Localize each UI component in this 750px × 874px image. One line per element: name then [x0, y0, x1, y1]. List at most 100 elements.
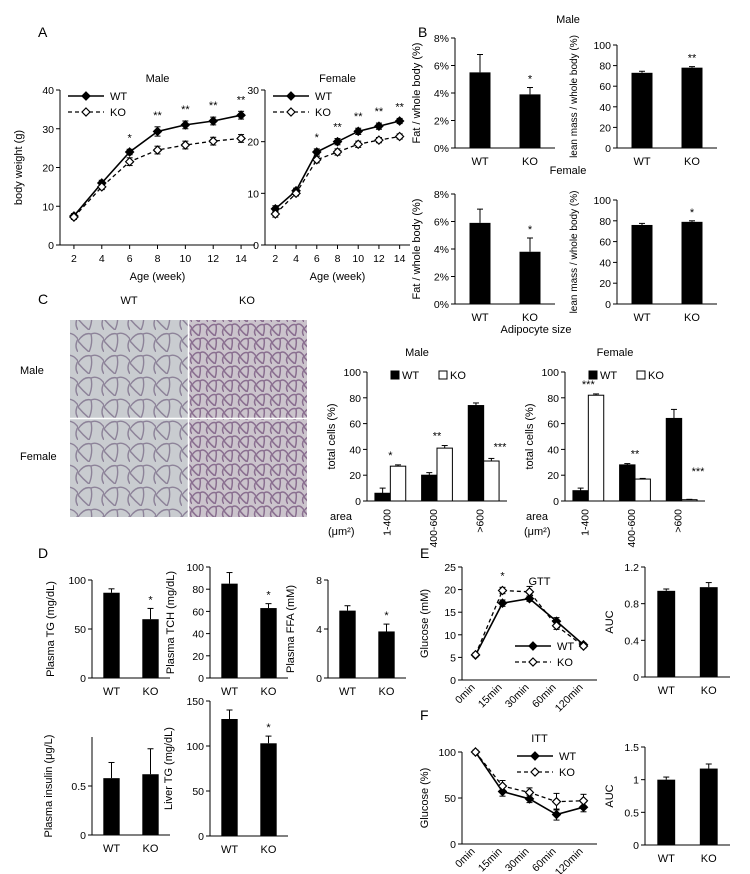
- y-tick-label: 0.5: [71, 781, 86, 793]
- x-tick-label: 10: [352, 253, 364, 265]
- y-tick-label: 60: [349, 419, 361, 431]
- chart-title: Male: [146, 73, 170, 85]
- area-label-male: area: [330, 511, 353, 523]
- y-tick-label: 0%: [434, 143, 449, 155]
- significance-label: **: [395, 101, 404, 113]
- y-tick-label: 30: [42, 124, 54, 136]
- significance-label: ***: [692, 466, 706, 478]
- micrograph-female-ko: [189, 419, 307, 517]
- chart-title: GTT: [529, 576, 551, 588]
- x-tick-label: 4: [99, 253, 105, 265]
- y-tick-label: 40: [599, 257, 611, 269]
- y-tick-label: 40: [349, 444, 361, 456]
- chart-c-female-size: 0 20 40 60 80 100 total cells (%) Female 1-400 40…: [524, 347, 705, 548]
- chart-b-male-fat: 0% 2% 4% 6% 8% Fat / whole body (%) WT KO *: [411, 33, 555, 168]
- y-axis-label: AUC: [604, 784, 616, 807]
- chart-title: Female: [597, 347, 634, 359]
- b-female-title: Female: [550, 165, 587, 177]
- x-tick-label: KO: [684, 156, 700, 168]
- significance-label: **: [688, 53, 697, 65]
- ko-point: [374, 135, 384, 145]
- ko-point: [124, 156, 135, 167]
- bar: [260, 743, 277, 836]
- bar: [519, 251, 541, 304]
- legend-ko-label: KO: [557, 657, 573, 669]
- ko-point: [551, 796, 562, 807]
- ko-point: [69, 212, 79, 222]
- y-tick-label: 4%: [434, 244, 449, 256]
- x-tick-label: WT: [221, 844, 238, 856]
- x-tick-label: KO: [261, 686, 277, 698]
- x-tick-label: 10: [180, 253, 192, 265]
- y-tick-label: 0: [633, 840, 639, 852]
- y-tick-label: 0: [605, 143, 611, 155]
- panel-letter-b: B: [418, 24, 427, 40]
- bar: [469, 72, 491, 148]
- y-axis-label: total cells (%): [326, 403, 338, 469]
- y-tick-label: 50: [74, 624, 86, 636]
- y-tick-label: 20: [599, 122, 611, 134]
- y-tick-label: 0.4: [624, 635, 639, 647]
- y-axis-label: Liver TG (mg/dL): [163, 727, 175, 810]
- x-tick-label: WT: [103, 843, 120, 855]
- y-axis-label: Plasma TG (mg/dL): [45, 581, 57, 677]
- y-tick-label: 8%: [434, 33, 449, 45]
- x-tick-label: 8: [155, 253, 161, 265]
- legend-ko-label: KO: [648, 370, 664, 382]
- wt-point: [124, 147, 135, 157]
- wt-bar: [619, 464, 636, 502]
- y-axis-label: total cells (%): [524, 403, 536, 469]
- area-unit-female: (μm²): [524, 526, 551, 538]
- significance-label: *: [384, 610, 389, 622]
- x-tick-label: KO: [701, 853, 717, 865]
- x-tick-label: 14: [235, 253, 247, 265]
- y-axis-label: Plasma TCH (mg/dL): [165, 571, 177, 674]
- ko-point: [578, 795, 589, 806]
- y-tick-label: 5: [450, 652, 456, 664]
- bar: [631, 72, 653, 148]
- chart-f-auc: 0 0.5 1 1.5 AUC WT KO: [604, 742, 730, 865]
- panel-letter-a: A: [38, 24, 48, 40]
- y-tick-label: 100: [186, 562, 204, 574]
- legend-wt-label: WT: [110, 91, 127, 103]
- bar: [142, 619, 159, 678]
- bar: [469, 222, 491, 304]
- y-tick-label: 50: [192, 786, 204, 798]
- bar: [260, 608, 277, 678]
- y-tick-label: 80: [349, 393, 361, 405]
- legend-ko-label: KO: [450, 370, 466, 382]
- x-tick-label: 12: [373, 253, 385, 265]
- area-label-female: area: [526, 511, 549, 523]
- micrograph-male-label: Male: [20, 365, 44, 377]
- micrograph-ko-label: KO: [239, 295, 255, 307]
- x-tick-label: WT: [103, 686, 120, 698]
- x-tick-label: WT: [658, 853, 675, 865]
- y-axis-label: lean mass / whole body (%): [569, 191, 580, 314]
- y-tick-label: 4: [316, 624, 322, 636]
- wt-bar: [421, 474, 438, 502]
- significance-label: *: [266, 590, 271, 602]
- y-tick-label: 60: [192, 606, 204, 618]
- bar: [103, 592, 120, 678]
- bar: [339, 610, 356, 678]
- y-axis-label: Plasma insulin (μg/L): [43, 735, 55, 838]
- y-axis-label: body weight (g): [13, 130, 25, 205]
- y-tick-label: 80: [599, 61, 611, 73]
- x-tick-label: KO: [261, 844, 277, 856]
- y-tick-label: 20: [42, 163, 54, 175]
- ko-point: [208, 136, 219, 146]
- x-tick-label: 2: [272, 253, 278, 265]
- bar: [221, 719, 238, 836]
- x-tick-label: 6: [127, 253, 133, 265]
- x-tick-label: KO: [522, 156, 538, 168]
- x-tick-label: WT: [221, 686, 238, 698]
- legend-wt-label: WT: [559, 751, 576, 763]
- ko-point: [353, 139, 364, 150]
- legend-wt-label: WT: [600, 370, 617, 382]
- y-tick-label: 6%: [434, 217, 449, 229]
- ko-point: [551, 620, 562, 631]
- wt-point: [497, 598, 508, 609]
- y-tick-label: 40: [192, 629, 204, 641]
- legend-ko-label: KO: [559, 767, 575, 779]
- significance-label: **: [375, 106, 384, 118]
